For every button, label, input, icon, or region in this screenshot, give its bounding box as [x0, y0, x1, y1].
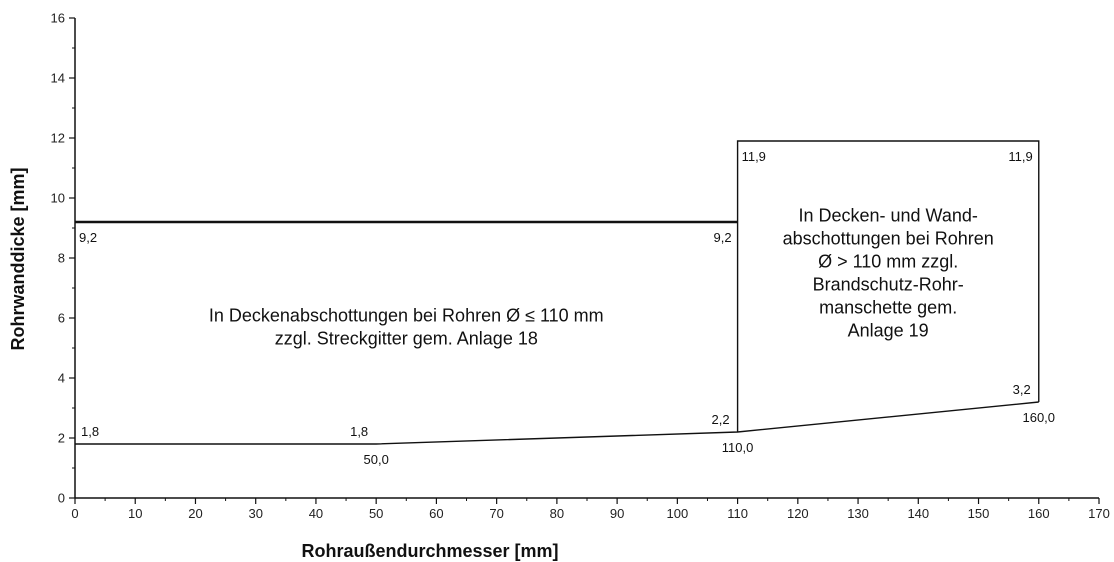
annotation-2-line: Brandschutz-Rohr-: [813, 275, 964, 295]
y-tick-label: 12: [51, 131, 65, 146]
point-label: 1,8: [81, 424, 99, 439]
x-tick-label: 90: [610, 506, 624, 521]
x-tick-label: 10: [128, 506, 142, 521]
y-tick-label: 14: [51, 71, 65, 86]
y-tick-label: 0: [58, 491, 65, 506]
point-label: 3,2: [1013, 382, 1031, 397]
y-tick-label: 6: [58, 311, 65, 326]
x-tick-label: 50: [369, 506, 383, 521]
x-tick-label: 30: [248, 506, 262, 521]
x-tick-label: 70: [489, 506, 503, 521]
annotation-2-line: In Decken- und Wand-: [798, 206, 977, 226]
y-tick-label: 16: [51, 11, 65, 26]
x-tick-label: 140: [907, 506, 929, 521]
point-label: 11,9: [1008, 149, 1032, 164]
point-label: 11,9: [742, 149, 766, 164]
annotation-2-line: abschottungen bei Rohren: [783, 229, 994, 249]
point-label: 50,0: [364, 452, 389, 467]
series-line-2: [75, 401, 1039, 445]
x-tick-label: 130: [847, 506, 869, 521]
y-axis-title: Rohrwanddicke [mm]: [8, 167, 28, 350]
annotation-2-line: manschette gem.: [819, 298, 957, 318]
point-labels: 9,2 9,2 11,9 11,9 1,8 1,8 50,0 2,2 110,0 3,2 160,0: [79, 149, 1055, 467]
annotation-1-line: In Deckenabschottungen bei Rohren Ø ≤ 11…: [209, 306, 604, 326]
x-tick-label: 160: [1028, 506, 1050, 521]
y-tick-label: 4: [58, 371, 65, 386]
point-label: 9,2: [79, 230, 97, 245]
x-tick-label: 40: [309, 506, 323, 521]
annotations: In Deckenabschottungen bei Rohren Ø ≤ 11…: [209, 206, 994, 349]
x-tick-label: 150: [968, 506, 990, 521]
x-axis-title: Rohraußendurchmesser [mm]: [301, 541, 558, 561]
x-tick-label: 170: [1088, 506, 1110, 521]
x-tick-label: 120: [787, 506, 809, 521]
x-tick-label: 20: [188, 506, 202, 521]
annotation-2-line: Anlage 19: [848, 321, 929, 341]
point-label: 2,2: [712, 412, 730, 427]
annotation-2-line: Ø > 110 mm zzgl.: [818, 252, 958, 272]
x-tick-label: 0: [71, 506, 78, 521]
point-label: 110,0: [722, 440, 754, 455]
annotation-1-line: zzgl. Streckgitter gem. Anlage 18: [275, 329, 538, 349]
point-label: 1,8: [350, 424, 368, 439]
y-tick-label: 8: [58, 251, 65, 266]
point-label: 9,2: [714, 230, 732, 245]
x-tick-label: 60: [429, 506, 443, 521]
y-tick-label: 2: [58, 431, 65, 446]
y-tick-label: 10: [51, 191, 65, 206]
x-tick-label: 110: [727, 506, 748, 521]
x-tick-label: 100: [667, 506, 689, 521]
series-line-3: [736, 140, 1040, 432]
x-tick-label: 80: [550, 506, 564, 521]
point-label: 160,0: [1022, 410, 1055, 425]
series-layer: [75, 140, 1040, 445]
